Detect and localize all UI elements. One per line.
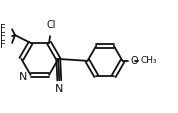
Text: N: N bbox=[19, 71, 28, 81]
Text: Cl: Cl bbox=[46, 20, 56, 30]
Text: O: O bbox=[130, 55, 138, 65]
Text: CH₃: CH₃ bbox=[140, 56, 157, 65]
Text: F: F bbox=[0, 32, 5, 42]
Text: F: F bbox=[0, 40, 5, 49]
Text: N: N bbox=[55, 84, 64, 93]
Text: F: F bbox=[0, 24, 5, 34]
